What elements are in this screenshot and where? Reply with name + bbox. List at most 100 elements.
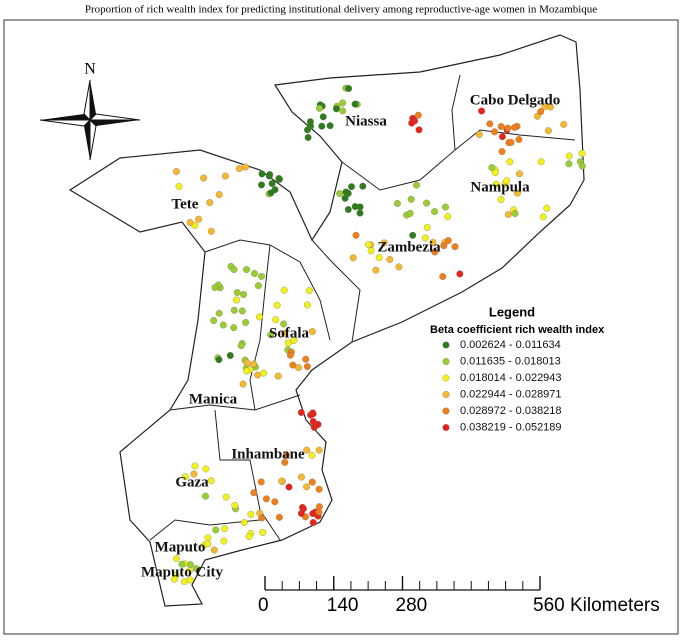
survey-point xyxy=(278,477,286,485)
survey-point xyxy=(303,301,311,309)
survey-point xyxy=(339,107,347,115)
survey-point xyxy=(222,493,230,501)
frame xyxy=(3,19,679,635)
survey-point xyxy=(210,546,218,554)
survey-point xyxy=(365,241,372,249)
survey-point xyxy=(243,359,251,367)
legend-label: 0.002624 - 0.011634 xyxy=(460,339,561,351)
survey-point xyxy=(488,164,496,172)
survey-point xyxy=(543,204,551,212)
survey-point xyxy=(380,239,388,247)
survey-point xyxy=(272,316,280,324)
survey-point xyxy=(231,501,239,509)
survey-point xyxy=(415,126,423,134)
survey-point xyxy=(336,190,344,198)
survey-point xyxy=(285,483,293,491)
scale-label: 560 Kilometers xyxy=(533,595,660,616)
survey-point xyxy=(232,296,240,304)
survey-point xyxy=(491,128,499,136)
legend-swatch xyxy=(442,358,450,365)
survey-point xyxy=(539,213,547,221)
survey-point xyxy=(178,560,186,568)
legend-swatch xyxy=(442,407,450,415)
scale-label: 140 xyxy=(327,595,359,616)
survey-point xyxy=(304,134,312,141)
survey-point xyxy=(318,122,326,130)
survey-point xyxy=(181,473,189,481)
province-label: Zambezia xyxy=(377,239,441,255)
scale-label: 280 xyxy=(396,595,428,616)
survey-point xyxy=(516,170,523,178)
survey-point xyxy=(245,533,253,540)
survey-point xyxy=(192,565,200,573)
survey-point xyxy=(175,182,183,190)
survey-point xyxy=(423,223,431,231)
survey-point xyxy=(442,203,449,211)
province-label: Manica xyxy=(189,391,238,407)
north-label: N xyxy=(84,61,96,78)
survey-point xyxy=(297,409,305,416)
survey-point xyxy=(315,446,323,454)
survey-point xyxy=(211,284,219,291)
survey-point xyxy=(409,231,417,239)
survey-point xyxy=(212,526,220,534)
survey-point xyxy=(221,525,229,533)
survey-point xyxy=(475,130,483,138)
survey-point xyxy=(344,206,352,213)
country-outline xyxy=(68,34,585,607)
survey-point xyxy=(258,272,265,280)
survey-point xyxy=(305,287,313,294)
survey-point xyxy=(237,342,245,350)
survey-point xyxy=(565,160,573,168)
survey-point xyxy=(309,519,317,526)
survey-point xyxy=(408,119,416,127)
survey-point xyxy=(257,478,265,486)
survey-point xyxy=(439,273,447,280)
survey-point xyxy=(289,361,297,369)
survey-point xyxy=(451,243,459,251)
survey-point xyxy=(407,195,415,203)
legend-swatch xyxy=(442,424,450,431)
survey-point xyxy=(258,514,266,522)
survey-point xyxy=(280,329,288,337)
north-arrow: N xyxy=(39,61,141,161)
survey-point xyxy=(243,266,250,274)
survey-point xyxy=(356,209,364,217)
survey-point xyxy=(444,237,452,244)
survey-point xyxy=(210,317,218,324)
survey-point xyxy=(306,118,314,126)
survey-point xyxy=(326,122,334,130)
survey-point xyxy=(280,286,288,294)
survey-point xyxy=(239,380,247,388)
survey-point xyxy=(207,227,215,235)
survey-point xyxy=(260,369,268,377)
survey-point xyxy=(268,180,276,188)
survey-point xyxy=(240,291,248,298)
survey-point xyxy=(491,169,499,177)
survey-point xyxy=(204,540,212,548)
survey-point xyxy=(207,477,215,485)
survey-point xyxy=(295,364,302,372)
survey-point xyxy=(560,120,568,128)
survey-point xyxy=(275,513,283,521)
survey-point xyxy=(186,576,194,584)
survey-point xyxy=(256,313,263,321)
survey-point xyxy=(247,510,255,518)
survey-point xyxy=(275,175,283,182)
scale-label: 0 xyxy=(258,595,269,616)
survey-point xyxy=(170,575,178,583)
survey-point xyxy=(243,367,251,375)
survey-point xyxy=(332,105,340,113)
survey-point xyxy=(444,213,452,221)
survey-point xyxy=(393,199,401,207)
survey-point xyxy=(258,170,266,178)
survey-point xyxy=(504,124,512,132)
survey-point xyxy=(308,451,316,459)
survey-point xyxy=(359,182,367,190)
survey-point xyxy=(230,306,238,314)
survey-point xyxy=(506,158,514,166)
survey-point xyxy=(172,555,180,563)
survey-point xyxy=(315,503,323,511)
survey-point xyxy=(195,215,203,223)
survey-point xyxy=(351,203,359,211)
